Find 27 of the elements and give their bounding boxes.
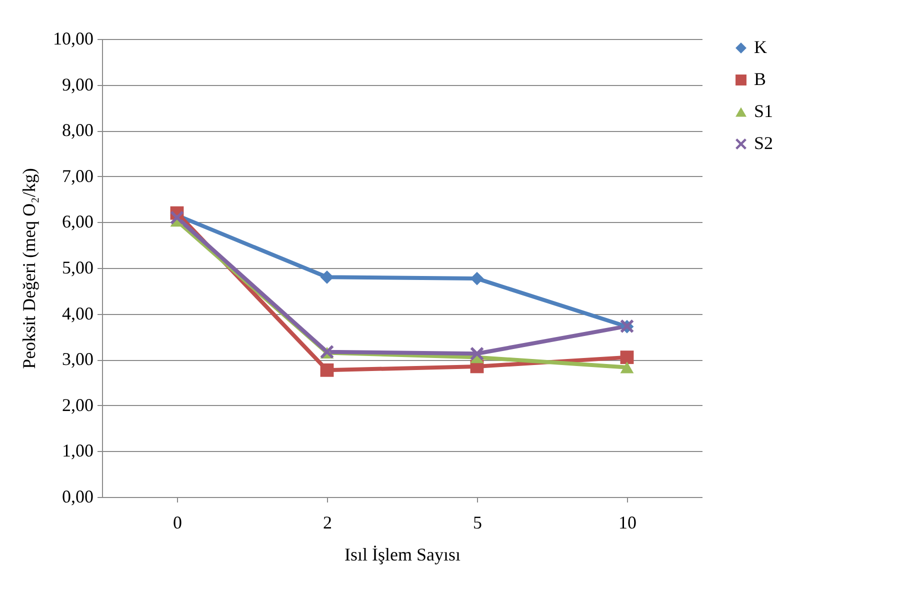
- x-tick-label: 5: [473, 512, 482, 532]
- point: [470, 346, 484, 360]
- y-axis-title: Peoksit Değeri (meq O₂/kg): [19, 168, 39, 369]
- y-tick-label: 9,00: [62, 74, 94, 94]
- y-tick-label: 5,00: [62, 258, 94, 278]
- point: [620, 362, 634, 374]
- y-tick-label: 6,00: [62, 212, 94, 232]
- legend-label: S1: [754, 101, 774, 121]
- point: [320, 270, 334, 284]
- point: [470, 272, 484, 286]
- point: [620, 350, 634, 364]
- y-tick-label: 8,00: [62, 120, 94, 140]
- x-axis-title: Isıl İşlem Sayısı: [344, 544, 460, 564]
- y-tick-label: 10,00: [53, 28, 94, 48]
- y-tick-label: 7,00: [62, 166, 94, 186]
- y-tick-label: 4,00: [62, 303, 94, 324]
- legend-label: B: [754, 69, 766, 89]
- x-tick-label: 0: [173, 512, 182, 532]
- y-tick-label: 3,00: [62, 349, 94, 370]
- x-tick-label: 2: [323, 512, 332, 532]
- y-tick-label: 2,00: [62, 394, 94, 415]
- y-tick-label: 0,00: [62, 486, 94, 506]
- point: [320, 363, 334, 377]
- legend-label: K: [754, 37, 767, 57]
- y-tick-label: 1,00: [62, 440, 94, 461]
- legend-label: S2: [754, 133, 774, 153]
- x-tick-label: 10: [618, 512, 636, 532]
